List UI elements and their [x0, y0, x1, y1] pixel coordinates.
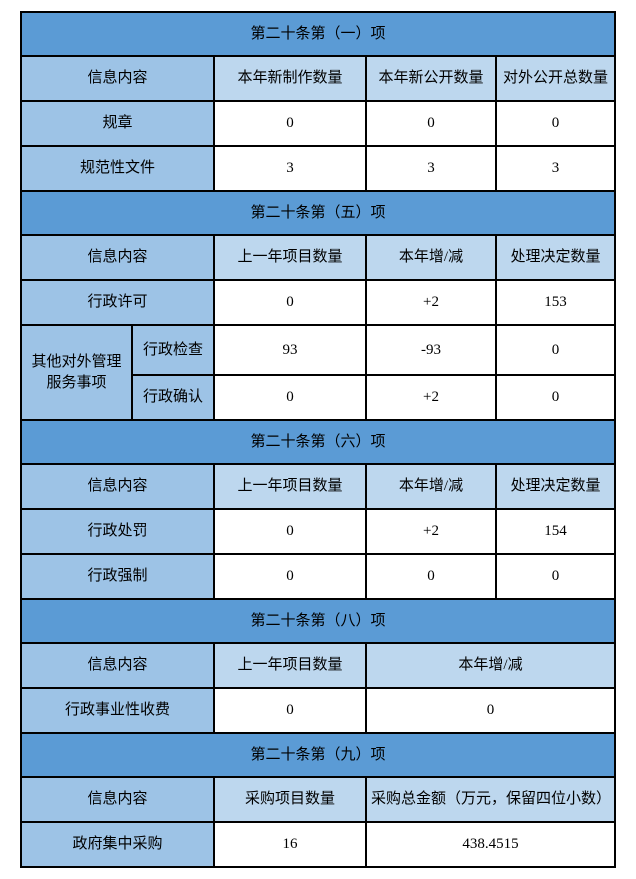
cell-value: 3 [365, 145, 497, 192]
column-header: 信息内容 [20, 642, 215, 689]
column-header: 处理决定数量 [494, 463, 617, 510]
disclosure-report-table: 第二十条第（一）项 信息内容 本年新制作数量 本年新公开数量 对外公开总数量 规… [19, 11, 617, 868]
cell-value: +2 [365, 279, 497, 326]
column-header: 采购项目数量 [213, 776, 367, 823]
column-header: 本年增/减 [365, 234, 497, 281]
cell-value: 0 [213, 100, 367, 147]
cell-value: -93 [365, 324, 497, 376]
column-header: 信息内容 [20, 234, 215, 281]
table-row: 规章 0 0 0 [20, 100, 617, 147]
column-header: 上一年项目数量 [213, 642, 367, 689]
cell-value: 153 [494, 279, 617, 326]
column-header: 本年新公开数量 [365, 55, 497, 102]
row-label: 行政确认 [131, 374, 215, 421]
section-title: 第二十条第（九）项 [19, 732, 617, 778]
column-header: 采购总金额（万元，保留四位小数） [364, 776, 617, 823]
row-label: 规章 [20, 100, 215, 147]
column-header: 信息内容 [20, 463, 215, 510]
row-label: 行政检查 [131, 324, 215, 376]
group-label: 其他对外管理服务事项 [20, 324, 133, 421]
column-header: 信息内容 [20, 776, 215, 823]
cell-value: 3 [494, 145, 617, 192]
cell-value: 0 [494, 100, 617, 147]
section-5-header-row: 信息内容 上一年项目数量 本年增/减 处理决定数量 [20, 234, 617, 281]
cell-value: 93 [213, 324, 367, 376]
section-6-header-row: 信息内容 上一年项目数量 本年增/减 处理决定数量 [20, 463, 617, 510]
section-1-header-row: 信息内容 本年新制作数量 本年新公开数量 对外公开总数量 [20, 55, 617, 102]
cell-value: 0 [213, 279, 367, 326]
cell-value: 154 [494, 508, 617, 555]
cell-value: 0 [364, 687, 617, 734]
row-label: 政府集中采购 [20, 821, 215, 868]
table-row: 行政事业性收费 0 0 [20, 687, 617, 734]
section-8-header-row: 信息内容 上一年项目数量 本年增/减 [20, 642, 617, 689]
cell-value: 0 [494, 324, 617, 376]
section-title: 第二十条第（五）项 [19, 190, 617, 236]
section-9-header-row: 信息内容 采购项目数量 采购总金额（万元，保留四位小数） [20, 776, 617, 823]
section-8: 第二十条第（八）项 [19, 598, 617, 644]
column-header: 处理决定数量 [494, 234, 617, 281]
column-header: 对外公开总数量 [494, 55, 617, 102]
cell-value: 0 [494, 374, 617, 421]
cell-value: 0 [365, 553, 497, 600]
section-title: 第二十条第（六）项 [19, 419, 617, 465]
cell-value: 438.4515 [364, 821, 617, 868]
row-label: 行政许可 [20, 279, 215, 326]
table-row: 规范性文件 3 3 3 [20, 145, 617, 192]
column-header: 上一年项目数量 [213, 234, 367, 281]
column-header: 本年增/减 [365, 463, 497, 510]
section-1: 第二十条第（一）项 [19, 11, 617, 57]
row-label: 行政处罚 [20, 508, 215, 555]
cell-value: 16 [213, 821, 367, 868]
table-row: 行政许可 0 +2 153 [20, 279, 617, 326]
cell-value: 0 [213, 687, 367, 734]
cell-value: 3 [213, 145, 367, 192]
table-row: 行政强制 0 0 0 [20, 553, 617, 600]
section-5: 第二十条第（五）项 [19, 190, 617, 236]
row-label: 规范性文件 [20, 145, 215, 192]
cell-value: +2 [365, 508, 497, 555]
row-label: 行政事业性收费 [20, 687, 215, 734]
table-row: 行政确认 0 +2 0 [21, 374, 617, 421]
section-6: 第二十条第（六）项 [19, 419, 617, 465]
cell-value: 0 [213, 374, 367, 421]
cell-value: 0 [494, 553, 617, 600]
section-title: 第二十条第（八）项 [19, 598, 617, 644]
table-row: 行政处罚 0 +2 154 [20, 508, 617, 555]
cell-value: +2 [365, 374, 497, 421]
cell-value: 0 [213, 508, 367, 555]
column-header: 信息内容 [20, 55, 215, 102]
row-label: 行政强制 [20, 553, 215, 600]
column-header: 本年新制作数量 [213, 55, 367, 102]
table-row: 政府集中采购 16 438.4515 [20, 821, 617, 868]
cell-value: 0 [213, 553, 367, 600]
cell-value: 0 [365, 100, 497, 147]
column-header: 上一年项目数量 [213, 463, 367, 510]
table-row: 其他对外管理服务事项 行政检查 93 -93 0 [20, 324, 617, 421]
section-title: 第二十条第（一）项 [19, 11, 617, 57]
column-header: 本年增/减 [364, 642, 617, 689]
section-9: 第二十条第（九）项 [19, 732, 617, 778]
